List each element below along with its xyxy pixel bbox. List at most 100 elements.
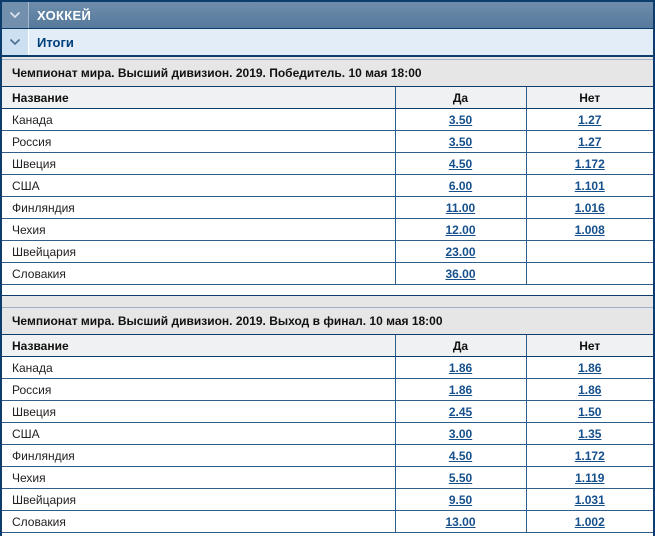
odds-yes-cell: 23.00 [394,240,526,263]
market-table: Чемпионат мира. Высший дивизион. 2019. П… [2,59,653,296]
odds-yes-link[interactable]: 1.86 [448,360,473,375]
header-row: Название Да Нет [2,86,653,109]
odds-yes-link[interactable]: 6.00 [448,178,473,193]
team-name: Чехия [2,466,395,489]
odds-yes-link[interactable]: 2.45 [448,404,473,419]
odds-yes-cell: 6.00 [394,174,526,197]
table-row: США 6.00 1.101 [2,174,653,197]
odds-no-cell [525,262,653,285]
column-header-name: Название [2,334,395,357]
sport-header[interactable]: ХОККЕЙ [2,2,653,29]
team-name: США [2,422,395,445]
odds-yes-link[interactable]: 13.00 [445,514,476,529]
table-row: Словакия 13.00 1.002 [2,510,653,533]
odds-yes-cell: 12.00 [394,218,526,241]
table-row: Чехия 5.50 1.119 [2,466,653,489]
odds-yes-link[interactable]: 23.00 [445,244,476,259]
team-name: Чехия [2,218,395,241]
odds-no-link[interactable]: 1.101 [574,178,605,193]
odds-no-link[interactable]: 1.119 [575,470,605,485]
team-name: США [2,174,395,197]
odds-yes-link[interactable]: 9.50 [448,492,473,507]
team-name: Россия [2,378,395,401]
odds-yes-cell: 4.50 [394,444,526,467]
sport-collapse-button[interactable] [2,2,29,28]
team-name: Швеция [2,152,395,175]
odds-no-link[interactable]: 1.86 [578,360,602,375]
odds-no-cell: 1.016 [525,196,653,219]
odds-yes-cell: 36.00 [394,262,526,285]
odds-no-cell: 1.002 [525,510,653,533]
odds-yes-link[interactable]: 1.86 [448,382,473,397]
odds-no-link[interactable]: 1.008 [574,222,605,237]
odds-yes-cell: 4.50 [394,152,526,175]
odds-no-link[interactable]: 1.50 [578,404,602,419]
table-row: Финляндия 11.00 1.016 [2,196,653,219]
odds-yes-link[interactable]: 3.00 [448,426,473,441]
odds-no-link[interactable]: 1.172 [574,156,605,171]
odds-yes-link[interactable]: 12.00 [445,222,476,237]
odds-no-cell: 1.119 [525,466,653,489]
odds-yes-link[interactable]: 3.50 [448,112,473,127]
market-table: Чемпионат мира. Высший дивизион. 2019. В… [2,307,653,536]
odds-yes-link[interactable]: 4.50 [448,448,473,463]
table-row: Финляндия 4.50 1.172 [2,444,653,467]
odds-no-cell: 1.008 [525,218,653,241]
table-spacer [2,285,653,296]
odds-yes-cell: 5.50 [394,466,526,489]
team-name: Канада [2,108,395,131]
table-row: США 3.00 1.35 [2,422,653,445]
team-name: Словакия [2,510,395,533]
column-header-no: Нет [525,334,653,357]
market-title: Чемпионат мира. Высший дивизион. 2019. П… [2,59,653,86]
odds-no-link[interactable]: 1.172 [574,448,605,463]
odds-no-cell: 1.27 [525,130,653,153]
odds-yes-cell: 3.50 [394,130,526,153]
odds-yes-link[interactable]: 4.50 [448,156,473,171]
odds-yes-link[interactable]: 11.00 [445,200,476,215]
odds-no-link[interactable]: 1.27 [578,112,602,127]
odds-yes-link[interactable]: 36.00 [445,266,476,281]
section-title: Итоги [37,34,74,50]
odds-yes-cell: 13.00 [394,510,526,533]
odds-yes-cell: 1.86 [394,356,526,379]
odds-no-link[interactable]: 1.002 [574,514,605,529]
odds-no-cell: 1.27 [525,108,653,131]
team-name: Швейцария [2,488,395,511]
table-row: Канада 1.86 1.86 [2,356,653,379]
odds-no-link[interactable]: 1.86 [578,382,602,397]
table-row: Россия 1.86 1.86 [2,378,653,401]
odds-no-cell: 1.50 [525,400,653,423]
odds-no-cell [525,240,653,263]
section-collapse-button[interactable] [2,29,29,55]
odds-no-link[interactable]: 1.27 [578,134,602,149]
odds-no-link[interactable]: 1.35 [578,426,602,441]
odds-yes-link[interactable]: 3.50 [448,134,473,149]
odds-no-cell: 1.86 [525,356,653,379]
odds-no-link[interactable]: 1.016 [574,200,605,215]
team-name: Швеция [2,400,395,423]
odds-yes-link[interactable]: 5.50 [448,470,473,485]
odds-yes-cell: 2.45 [394,400,526,423]
table-row: Швеция 4.50 1.172 [2,152,653,175]
sport-title: ХОККЕЙ [37,7,92,23]
odds-no-cell: 1.172 [525,444,653,467]
table-row: Канада 3.50 1.27 [2,108,653,131]
chevron-down-icon [9,11,21,19]
odds-yes-cell: 9.50 [394,488,526,511]
table-row: Россия 3.50 1.27 [2,130,653,153]
odds-no-cell: 1.86 [525,378,653,401]
odds-no-cell: 1.101 [525,174,653,197]
chevron-down-icon [9,38,21,46]
odds-no-link[interactable]: 1.031 [574,492,605,507]
column-header-yes: Да [394,86,526,109]
table-row: Швейцария 23.00 [2,240,653,263]
odds-no-cell: 1.172 [525,152,653,175]
odds-no-cell: 1.031 [525,488,653,511]
team-name: Швейцария [2,240,395,263]
odds-yes-cell: 1.86 [394,378,526,401]
table-row: Швеция 2.45 1.50 [2,400,653,423]
market-title: Чемпионат мира. Высший дивизион. 2019. В… [2,307,653,334]
section-header[interactable]: Итоги [2,29,653,57]
